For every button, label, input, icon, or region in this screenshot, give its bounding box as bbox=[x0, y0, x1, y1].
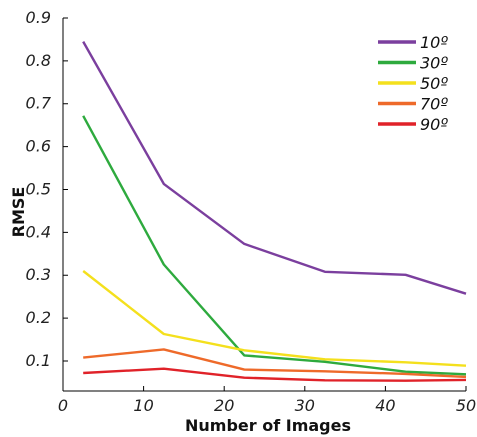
legend-label-3: 70º bbox=[420, 95, 448, 114]
y-tick-label: 0.5 bbox=[26, 179, 51, 198]
y-tick-label: 0.1 bbox=[26, 351, 51, 370]
x-tick-label: 20 bbox=[214, 396, 234, 415]
x-tick-label: 0 bbox=[58, 396, 68, 415]
x-tick-label: 50 bbox=[456, 396, 476, 415]
legend-label-2: 50º bbox=[420, 74, 448, 93]
y-tick-label: 0.2 bbox=[26, 308, 51, 327]
y-tick-label: 0.4 bbox=[26, 222, 51, 241]
y-axis: 0.1 0.2 0.3 0.4 0.5 0.6 0.7 0.8 0.9 bbox=[26, 8, 68, 370]
y-tick-label: 0.9 bbox=[26, 8, 51, 27]
y-tick-label: 0.6 bbox=[26, 137, 51, 156]
legend-label-0: 10º bbox=[420, 33, 448, 52]
y-tick-label: 0.8 bbox=[26, 51, 51, 70]
legend-label-4: 90º bbox=[420, 115, 448, 134]
series-layer bbox=[82, 41, 467, 382]
plot-area bbox=[62, 18, 466, 392]
y-tick-label: 0.7 bbox=[26, 94, 52, 113]
series-line-1 bbox=[82, 115, 467, 376]
series-line-2 bbox=[82, 270, 467, 367]
x-tick-label: 10 bbox=[133, 396, 153, 415]
x-axis-label: Number of Images bbox=[185, 416, 351, 435]
series-line-3 bbox=[83, 348, 467, 379]
x-tick-label: 30 bbox=[295, 396, 315, 415]
x-tick-label: 40 bbox=[375, 396, 395, 415]
series-line-4 bbox=[83, 367, 467, 382]
y-axis-label: RMSE bbox=[9, 187, 28, 238]
series-line-0 bbox=[82, 41, 467, 295]
x-axis: 0 10 20 30 40 50 bbox=[58, 386, 476, 415]
y-tick-label: 0.3 bbox=[26, 265, 51, 284]
legend-label-1: 30º bbox=[420, 54, 448, 73]
